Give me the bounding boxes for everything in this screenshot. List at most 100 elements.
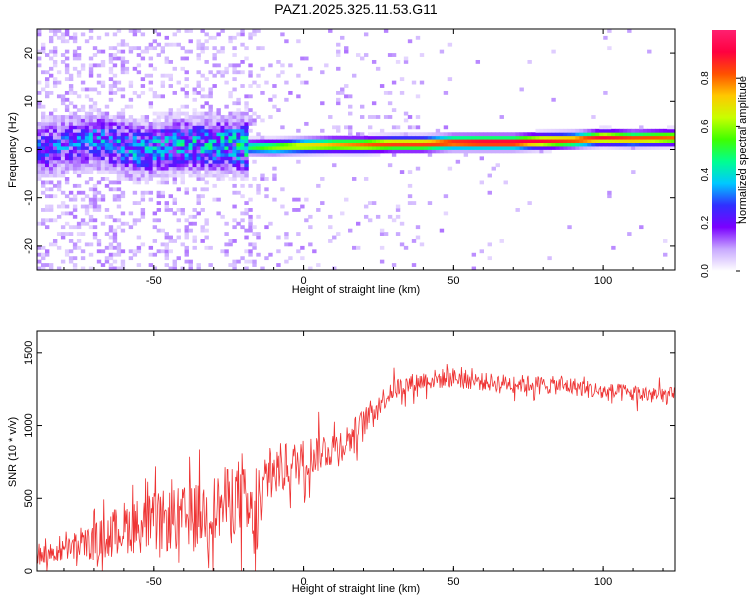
heatmap-cell	[80, 121, 86, 126]
heatmap-cell	[88, 146, 94, 150]
heatmap-cell	[144, 166, 150, 171]
heatmap-cell	[140, 194, 146, 199]
heatmap-cell	[320, 70, 325, 75]
heatmap-cell	[72, 194, 78, 199]
heatmap-cell	[503, 180, 508, 185]
heatmap-cell	[419, 53, 425, 57]
heatmap-cell	[647, 132, 652, 137]
heatmap-cell	[607, 46, 612, 51]
heatmap-cell	[228, 35, 233, 40]
heatmap-cell	[112, 118, 118, 123]
heatmap-cell	[200, 118, 205, 123]
heatmap-cell	[627, 232, 632, 236]
heatmap-cell	[164, 170, 169, 174]
heatmap-cell	[252, 29, 257, 33]
heatmap-cell	[92, 142, 98, 147]
heatmap-cell	[228, 163, 233, 168]
heatmap-cell	[643, 139, 648, 144]
heatmap-cell	[176, 152, 181, 157]
heatmap-cell	[72, 39, 78, 44]
heatmap-cell	[276, 108, 281, 113]
heatmap-cell	[40, 149, 46, 154]
heatmap-cell	[100, 128, 106, 133]
heatmap-cell	[40, 142, 46, 147]
heatmap-cell	[256, 235, 261, 240]
heatmap-cell	[104, 149, 110, 154]
heatmap-cell	[40, 159, 46, 164]
heatmap-cell	[200, 225, 205, 230]
heatmap-cell	[48, 204, 54, 209]
heatmap-cell	[359, 135, 365, 140]
heatmap-cell	[140, 125, 146, 130]
heatmap-cell	[212, 63, 217, 68]
heatmap-cell	[212, 166, 217, 171]
heatmap-cell	[108, 97, 114, 102]
heatmap-cell	[172, 146, 177, 150]
heatmap-cell	[375, 146, 381, 150]
heatmap-cell	[172, 121, 177, 126]
heatmap-cell	[236, 163, 241, 168]
heatmap-cell	[112, 32, 118, 37]
heatmap-cell	[40, 70, 46, 75]
heatmap-cell	[172, 170, 177, 174]
heatmap-cell	[116, 49, 122, 54]
heatmap-cell	[324, 63, 329, 68]
heatmap-cell	[120, 211, 126, 216]
heatmap-cell	[108, 125, 114, 130]
heatmap-cell	[116, 245, 122, 250]
heatmap-cell	[64, 118, 70, 123]
heatmap-cell	[64, 232, 70, 236]
heatmap-cell	[256, 46, 261, 51]
heatmap-cell	[80, 221, 86, 226]
heatmap-cell	[519, 135, 524, 140]
heatmap-cell	[160, 177, 165, 181]
heatmap-cell	[427, 152, 433, 157]
heatmap-cell	[659, 132, 664, 137]
heatmap-cell	[64, 39, 70, 44]
heatmap-cell	[132, 177, 138, 181]
heatmap-cell	[108, 115, 114, 119]
heatmap-cell	[316, 263, 321, 267]
heatmap-cell	[248, 115, 253, 119]
heatmap-cell	[116, 166, 122, 171]
heatmap-cell	[184, 56, 189, 61]
heatmap-cell	[100, 84, 106, 88]
heatmap-cell	[156, 128, 162, 133]
heatmap-cell	[72, 149, 78, 154]
heatmap-cell	[555, 132, 560, 137]
heatmap-cell	[176, 29, 181, 33]
heatmap-cell	[483, 135, 488, 140]
heatmap-cell	[104, 139, 110, 144]
heatmap-cell	[363, 53, 369, 57]
heatmap-cell	[399, 170, 405, 174]
heatmap-cell	[395, 132, 401, 137]
heatmap-cell	[120, 70, 126, 75]
heatmap-cell	[200, 135, 205, 140]
heatmap-cell	[471, 149, 477, 154]
heatmap-cell	[312, 139, 317, 144]
heatmap-cell	[268, 146, 273, 150]
heatmap-cell	[140, 49, 146, 54]
heatmap-cell	[52, 46, 58, 51]
heatmap-cell	[451, 142, 457, 147]
heatmap-cell	[252, 259, 257, 264]
heatmap-cell	[120, 170, 126, 174]
heatmap-cell	[431, 149, 437, 154]
heatmap-cell	[124, 70, 130, 75]
heatmap-cell	[84, 142, 90, 147]
heatmap-cell	[499, 142, 504, 147]
heatmap-cell	[200, 87, 205, 92]
heatmap-cell	[204, 94, 209, 99]
heatmap-cell	[44, 225, 50, 230]
heatmap-cell	[224, 152, 229, 157]
heatmap-cell	[567, 146, 572, 150]
heatmap-cell	[256, 115, 261, 119]
heatmap-cell	[136, 70, 142, 75]
heatmap-cell	[411, 125, 417, 130]
heatmap-cell	[96, 152, 102, 157]
heatmap-cell	[144, 128, 150, 133]
heatmap-cell	[340, 146, 345, 150]
heatmap-cell	[96, 125, 102, 130]
heatmap-cell	[92, 163, 98, 168]
heatmap-cell	[411, 146, 417, 150]
